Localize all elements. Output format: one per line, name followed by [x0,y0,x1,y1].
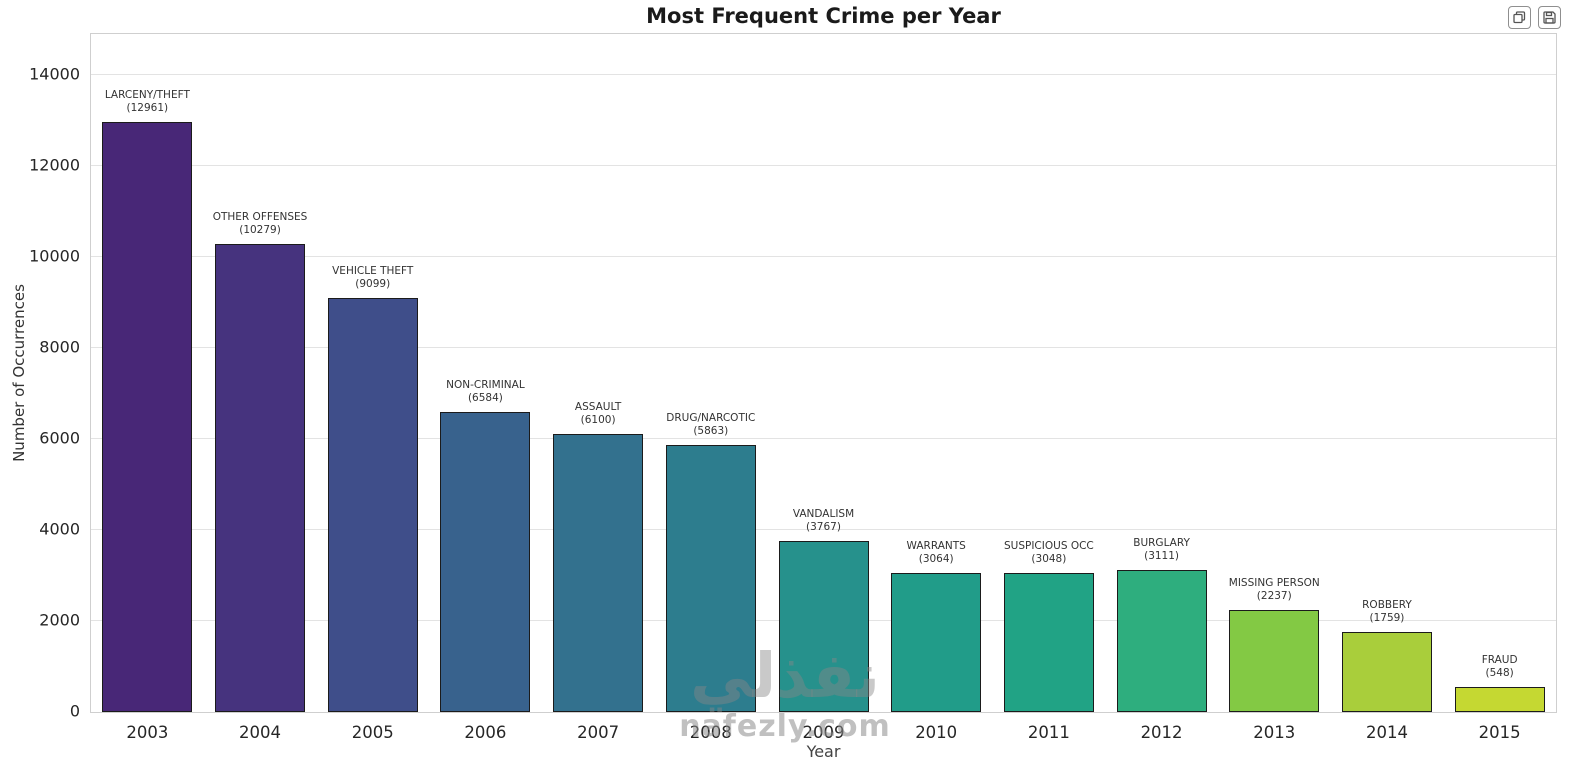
x-axis-label: Year [806,742,841,761]
bar-label: OTHER OFFENSES (10279) [212,211,308,237]
bar-2007 [553,434,644,712]
plot-area: LARCENY/THEFT (12961) OTHER OFFENSES (10279… [90,33,1557,713]
x-tick: 2004 [239,723,282,742]
gridline [91,437,1556,439]
gridline [91,73,1556,75]
save-button[interactable] [1538,6,1561,29]
toolbar [1508,6,1561,29]
bar-label: LARCENY/THEFT (12961) [104,89,190,115]
bar-2012 [1116,570,1207,712]
bar-2006 [440,412,531,712]
bar-label: ASSAULT (6100) [574,401,622,427]
x-tick: 2003 [126,723,169,742]
bar-label: BURGLARY (3111) [1133,537,1190,563]
gridline [91,164,1556,166]
bar-label: MISSING PERSON (2237) [1228,577,1320,603]
bar-2004 [215,244,306,712]
y-axis-label: Number of Occurrences [10,284,29,462]
copy-icon [1513,11,1526,24]
bar-label: VEHICLE THEFT (9099) [332,264,414,290]
gridline [91,255,1556,257]
x-tick: 2005 [351,723,394,742]
bar-label: NON-CRIMINAL (6584) [446,379,525,405]
copy-button[interactable] [1508,6,1531,29]
bar-label: FRAUD (548) [1481,654,1518,680]
bar-2014 [1341,631,1432,712]
bar-2008 [665,445,756,712]
y-tick: 0 [69,701,80,721]
bar-2005 [327,297,418,712]
bar-2003 [102,122,193,712]
x-tick: 2013 [1253,723,1296,742]
x-tick: 2011 [1027,723,1070,742]
y-tick: 12000 [29,155,80,175]
bar-label: SUSPICIOUS OCC (3048) [1003,540,1094,566]
x-tick: 2015 [1478,723,1521,742]
save-icon [1543,11,1556,24]
bar-2009 [778,540,869,712]
y-tick: 10000 [29,246,80,266]
y-tick: 6000 [39,428,80,448]
bar-2015 [1454,687,1545,712]
x-tick: 2006 [464,723,507,742]
gridline [91,529,1556,530]
chart-title: Most Frequent Crime per Year [646,4,1001,28]
y-tick: 4000 [39,519,80,539]
y-tick: 14000 [29,64,80,84]
bar-label: VANDALISM (3767) [792,507,855,533]
x-tick: 2008 [689,723,732,742]
x-tick: 2014 [1365,723,1408,742]
x-tick: 2010 [915,723,958,742]
bar-label: WARRANTS (3064) [906,539,966,565]
gridline [91,346,1556,348]
bar-2010 [891,572,982,712]
x-tick: 2009 [802,723,845,742]
bar-label: ROBBERY (1759) [1362,598,1412,624]
bar-2013 [1229,610,1320,712]
x-tick: 2012 [1140,723,1183,742]
y-tick: 2000 [39,610,80,630]
y-tick: 8000 [39,337,80,357]
bar-2011 [1003,573,1094,712]
x-tick: 2007 [577,723,620,742]
bar-label: DRUG/NARCOTIC (5863) [666,412,756,438]
